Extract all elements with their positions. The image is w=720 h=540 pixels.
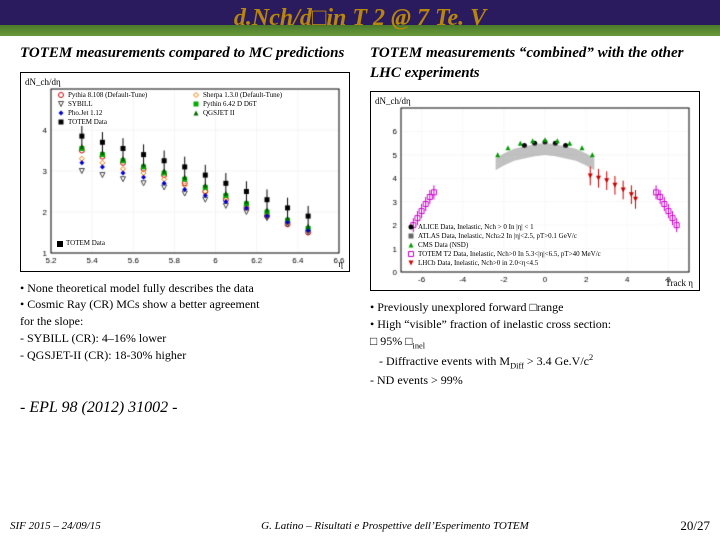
legend-item: Pythin 6.42 D D6T — [192, 100, 317, 109]
legend-item: TOTEM Data — [57, 239, 105, 248]
legend-item: QGSJET II — [192, 109, 317, 118]
right-subtitle: TOTEM measurements “combined” with the o… — [370, 44, 700, 83]
right-bullets: • Previously unexplored forward □range• … — [370, 299, 700, 389]
left-subtitle: TOTEM measurements compared to MC predic… — [20, 44, 350, 64]
footer-center: G. Latino – Risultati e Prospettive dell… — [130, 520, 660, 532]
legend-item: ALICE Data, Inelastic, Nch > 0 In |η| < … — [407, 223, 601, 232]
left-column: TOTEM measurements compared to MC predic… — [20, 44, 350, 389]
bullet-item: □ 95% □inel — [370, 333, 700, 352]
legend-item: Sherpa 1.3.0 (Default-Tune) — [192, 91, 317, 100]
legend-item: CMS Data (NSD) — [407, 241, 601, 250]
bullet-item: - Diffractive events with MDiff > 3.4 Ge… — [370, 352, 700, 372]
footer: SIF 2015 – 24/09/15 G. Latino – Risultat… — [0, 518, 720, 534]
reference-text: - EPL 98 (2012) 31002 - — [20, 399, 720, 417]
legend-item: Pythia 8.108 (Default-Tune) — [57, 91, 182, 100]
bullet-item: • Cosmic Ray (CR) MCs show a better agre… — [20, 296, 350, 313]
footer-right: 20/27 — [660, 518, 720, 534]
bullet-item: - QGSJET-II (CR): 18-30% higher — [20, 347, 350, 364]
right-chart: dN_ch/dη Track η ALICE Data, Inelastic, … — [370, 91, 700, 291]
legend-item: TOTEM Data — [57, 118, 182, 127]
slide-title: d.Nch/d□in T 2 @ 7 Te. V — [234, 5, 486, 32]
bullet-item: for the slope: — [20, 313, 350, 330]
bullet-item: - ND events > 99% — [370, 372, 700, 389]
legend-item: SYBILL — [57, 100, 182, 109]
content-area: TOTEM measurements compared to MC predic… — [0, 36, 720, 389]
left-chart: dN_ch/dη η Pythia 8.108 (Default-Tune)Sh… — [20, 72, 350, 272]
bullet-item: • High “visible” fraction of inelastic c… — [370, 316, 700, 333]
legend-item: ATLAS Data, Inelastic, Nch≥2 In |η|<2.5,… — [407, 232, 601, 241]
bullet-item: • None theoretical model fully describes… — [20, 280, 350, 297]
bullet-item: • Previously unexplored forward □range — [370, 299, 700, 316]
bullet-item: - SYBILL (CR): 4–16% lower — [20, 330, 350, 347]
slide-header: d.Nch/d□in T 2 @ 7 Te. V — [0, 0, 720, 36]
footer-left: SIF 2015 – 24/09/15 — [0, 520, 130, 532]
right-column: TOTEM measurements “combined” with the o… — [370, 44, 700, 389]
legend-item: TOTEM T2 Data, Inelastic, Nch>0 In 5.3<|… — [407, 250, 601, 259]
left-bullets: • None theoretical model fully describes… — [20, 280, 350, 364]
legend-item: LHCb Data, Inelastic, Nch>0 in 2.0<η<4.5 — [407, 259, 601, 268]
legend-item: Pho.Jet 1.12 — [57, 109, 182, 118]
